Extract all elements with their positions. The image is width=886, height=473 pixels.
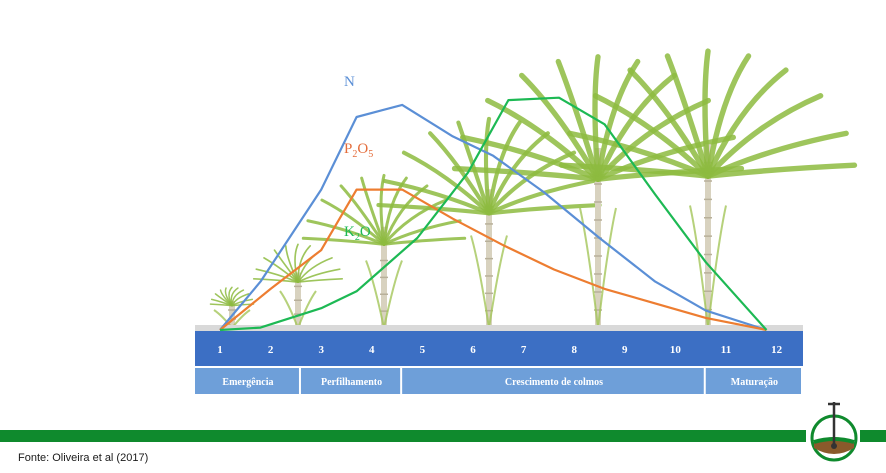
- source-caption: Fonte: Oliveira et al (2017): [18, 452, 149, 464]
- x-tick-label: 6: [470, 344, 476, 356]
- x-tick-label: 7: [521, 344, 527, 356]
- x-tick-label: 4: [369, 344, 375, 356]
- series-labels: N P2O5 K2O: [344, 74, 373, 243]
- x-tick-label: 11: [721, 344, 731, 356]
- phase-label: Crescimento de colmos: [505, 377, 603, 388]
- x-tick-label: 2: [268, 344, 274, 356]
- phase-label: Emergência: [222, 377, 273, 388]
- phase-segment: [402, 368, 704, 394]
- series-line-n: [219, 103, 767, 332]
- phase-segment: [300, 368, 401, 394]
- series-line-k2o: [219, 96, 768, 332]
- sugarcane-plant: [301, 173, 467, 329]
- sugarcane-plant: [558, 48, 858, 329]
- footer-green-bar-end: [860, 430, 886, 442]
- sugarcane-illustrations: [209, 48, 858, 329]
- series-label-n: N: [344, 74, 355, 90]
- x-tick-label: 8: [571, 344, 577, 356]
- x-tick-label: 10: [670, 344, 682, 356]
- soil-probe-logo-icon: [810, 402, 858, 462]
- series-label-p2o5: P2O5: [344, 141, 373, 160]
- x-tick-label: 12: [771, 344, 783, 356]
- x-tick-label: 1: [217, 344, 223, 356]
- series-line-p2o5: [219, 188, 767, 332]
- phase-label: Perfilhamento: [321, 377, 382, 388]
- sugarcane-plant: [252, 243, 344, 329]
- axis-bar: [195, 331, 803, 366]
- x-tick-labels: 1 2 3 4 5 6 7 8 9 10 11 12: [217, 344, 782, 356]
- x-tick-label: 5: [420, 344, 426, 356]
- phase-segment: [195, 368, 299, 394]
- x-tick-label: 9: [622, 344, 628, 356]
- phase-label: Maturação: [731, 377, 778, 388]
- phase-segment: [705, 368, 801, 394]
- x-tick-label: 3: [318, 344, 324, 356]
- series-label-k2o: K2O: [344, 224, 371, 243]
- footer-green-bar: [0, 430, 806, 442]
- series-lines: [219, 96, 768, 332]
- chart-baseline: [195, 325, 803, 331]
- phase-bar: Emergência Perfilhamento Crescimento de co…: [195, 368, 801, 394]
